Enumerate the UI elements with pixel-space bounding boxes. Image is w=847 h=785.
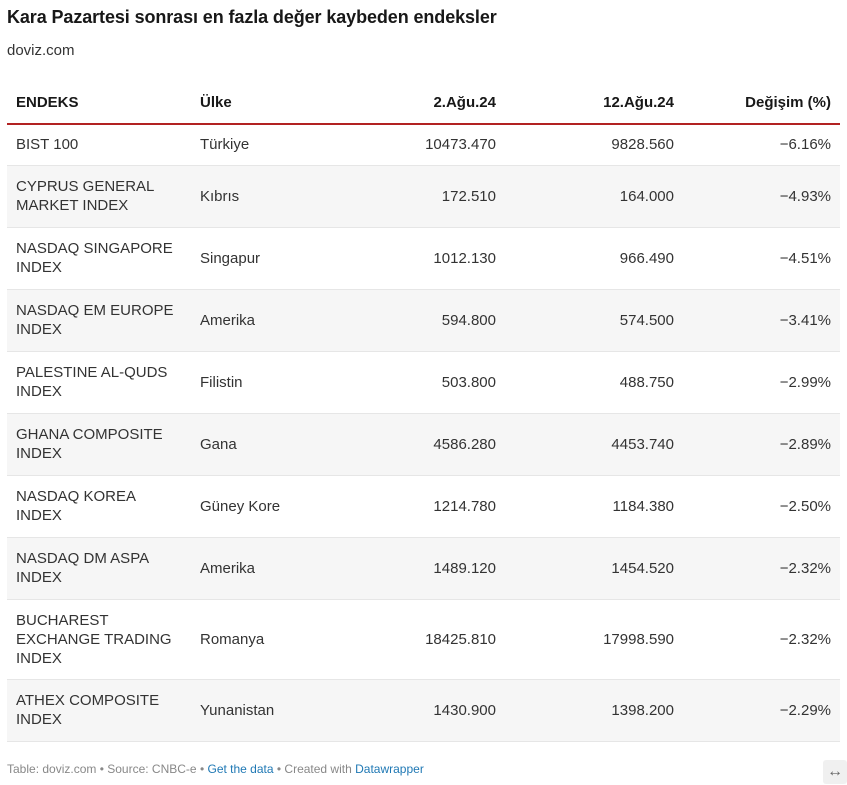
cell-value-date-1: 172.510 xyxy=(341,165,505,228)
cell-value-date-1: 18425.810 xyxy=(341,599,505,680)
table-row: BUCHAREST EXCHANGE TRADING INDEX Romanya 1… xyxy=(7,599,840,680)
cell-change: −2.32% xyxy=(683,537,840,600)
cell-change: −6.16% xyxy=(683,124,840,166)
column-header-index[interactable]: ENDEKS xyxy=(7,82,191,125)
cell-value-date-1: 10473.470 xyxy=(341,124,505,166)
column-header-change[interactable]: Değişim (%) xyxy=(683,82,840,125)
table-row: CYPRUS GENERAL MARKET INDEX Kıbrıs 172.510… xyxy=(7,165,840,228)
column-header-date-2[interactable]: 12.Ağu.24 xyxy=(505,82,683,125)
cell-change: −2.32% xyxy=(683,599,840,680)
cell-index-name: NASDAQ SINGAPORE INDEX xyxy=(7,227,191,290)
cell-value-date-2: 4453.740 xyxy=(505,413,683,476)
cell-change: −4.51% xyxy=(683,227,840,290)
column-header-country[interactable]: Ülke xyxy=(191,82,341,125)
footer: Table: doviz.com • Source: CNBC-e • Get … xyxy=(7,762,424,776)
table-body: BIST 100 Türkiye 10473.470 9828.560 −6.16% CY… xyxy=(7,124,840,742)
table-row: GHANA COMPOSITE INDEX Gana 4586.280 4453.74… xyxy=(7,413,840,476)
cell-value-date-1: 1430.900 xyxy=(341,679,505,742)
cell-index-name: BUCHAREST EXCHANGE TRADING INDEX xyxy=(7,599,191,680)
cell-index-name: NASDAQ DM ASPA INDEX xyxy=(7,537,191,600)
column-header-date-1[interactable]: 2.Ağu.24 xyxy=(341,82,505,125)
cell-index-name: CYPRUS GENERAL MARKET INDEX xyxy=(7,165,191,228)
cell-value-date-1: 1489.120 xyxy=(341,537,505,600)
cell-index-name: ATHEX COMPOSITE INDEX xyxy=(7,679,191,742)
cell-country: Yunanistan xyxy=(191,679,341,742)
cell-change: −2.89% xyxy=(683,413,840,476)
cell-value-date-2: 164.000 xyxy=(505,165,683,228)
cell-country: Türkiye xyxy=(191,124,341,166)
datawrapper-link[interactable]: Datawrapper xyxy=(355,762,424,776)
cell-country: Amerika xyxy=(191,289,341,352)
cell-value-date-1: 1012.130 xyxy=(341,227,505,290)
table-row: BIST 100 Türkiye 10473.470 9828.560 −6.16% xyxy=(7,124,840,166)
cell-value-date-2: 1454.520 xyxy=(505,537,683,600)
chart-title: Kara Pazartesi sonrası en fazla değer ka… xyxy=(7,7,497,27)
cell-value-date-2: 966.490 xyxy=(505,227,683,290)
footer-created: • Created with xyxy=(273,762,356,776)
cell-index-name: BIST 100 xyxy=(7,124,191,166)
cell-index-name: GHANA COMPOSITE INDEX xyxy=(7,413,191,476)
cell-country: Amerika xyxy=(191,537,341,600)
cell-value-date-1: 594.800 xyxy=(341,289,505,352)
cell-country: Singapur xyxy=(191,227,341,290)
cell-country: Güney Kore xyxy=(191,475,341,538)
cell-value-date-2: 9828.560 xyxy=(505,124,683,166)
cell-index-name: NASDAQ EM EUROPE INDEX xyxy=(7,289,191,352)
cell-value-date-2: 1184.380 xyxy=(505,475,683,538)
cell-value-date-2: 1398.200 xyxy=(505,679,683,742)
cell-change: −2.50% xyxy=(683,475,840,538)
cell-value-date-1: 1214.780 xyxy=(341,475,505,538)
cell-change: −2.29% xyxy=(683,679,840,742)
cell-index-name: NASDAQ KOREA INDEX xyxy=(7,475,191,538)
cell-value-date-1: 503.800 xyxy=(341,351,505,414)
table-row: NASDAQ SINGAPORE INDEX Singapur 1012.130 96… xyxy=(7,227,840,290)
table-header-row: ENDEKS Ülke 2.Ağu.24 12.Ağu.24 Değişim (… xyxy=(7,82,840,125)
cell-change: −3.41% xyxy=(683,289,840,352)
data-table: ENDEKS Ülke 2.Ağu.24 12.Ağu.24 Değişim (… xyxy=(7,82,840,742)
get-data-link[interactable]: Get the data xyxy=(207,762,274,776)
cell-change: −2.99% xyxy=(683,351,840,414)
table-row: ATHEX COMPOSITE INDEX Yunanistan 1430.900 1… xyxy=(7,679,840,742)
cell-value-date-2: 17998.590 xyxy=(505,599,683,680)
cell-change: −4.93% xyxy=(683,165,840,228)
table-row: NASDAQ KOREA INDEX Güney Kore 1214.780 1184… xyxy=(7,475,840,538)
table-row: NASDAQ EM EUROPE INDEX Amerika 594.800 574.… xyxy=(7,289,840,352)
cell-country: Gana xyxy=(191,413,341,476)
horizontal-arrows-icon[interactable]: ↔ xyxy=(823,760,847,784)
cell-country: Kıbrıs xyxy=(191,165,341,228)
cell-value-date-1: 4586.280 xyxy=(341,413,505,476)
cell-country: Filistin xyxy=(191,351,341,414)
cell-country: Romanya xyxy=(191,599,341,680)
cell-value-date-2: 488.750 xyxy=(505,351,683,414)
table-row: PALESTINE AL-QUDS INDEX Filistin 503.800 48… xyxy=(7,351,840,414)
cell-index-name: PALESTINE AL-QUDS INDEX xyxy=(7,351,191,414)
cell-value-date-2: 574.500 xyxy=(505,289,683,352)
table-row: NASDAQ DM ASPA INDEX Amerika 1489.120 1454.… xyxy=(7,537,840,600)
footer-source: Table: doviz.com • Source: CNBC-e • xyxy=(7,762,208,776)
chart-subtitle: doviz.com xyxy=(7,42,75,59)
